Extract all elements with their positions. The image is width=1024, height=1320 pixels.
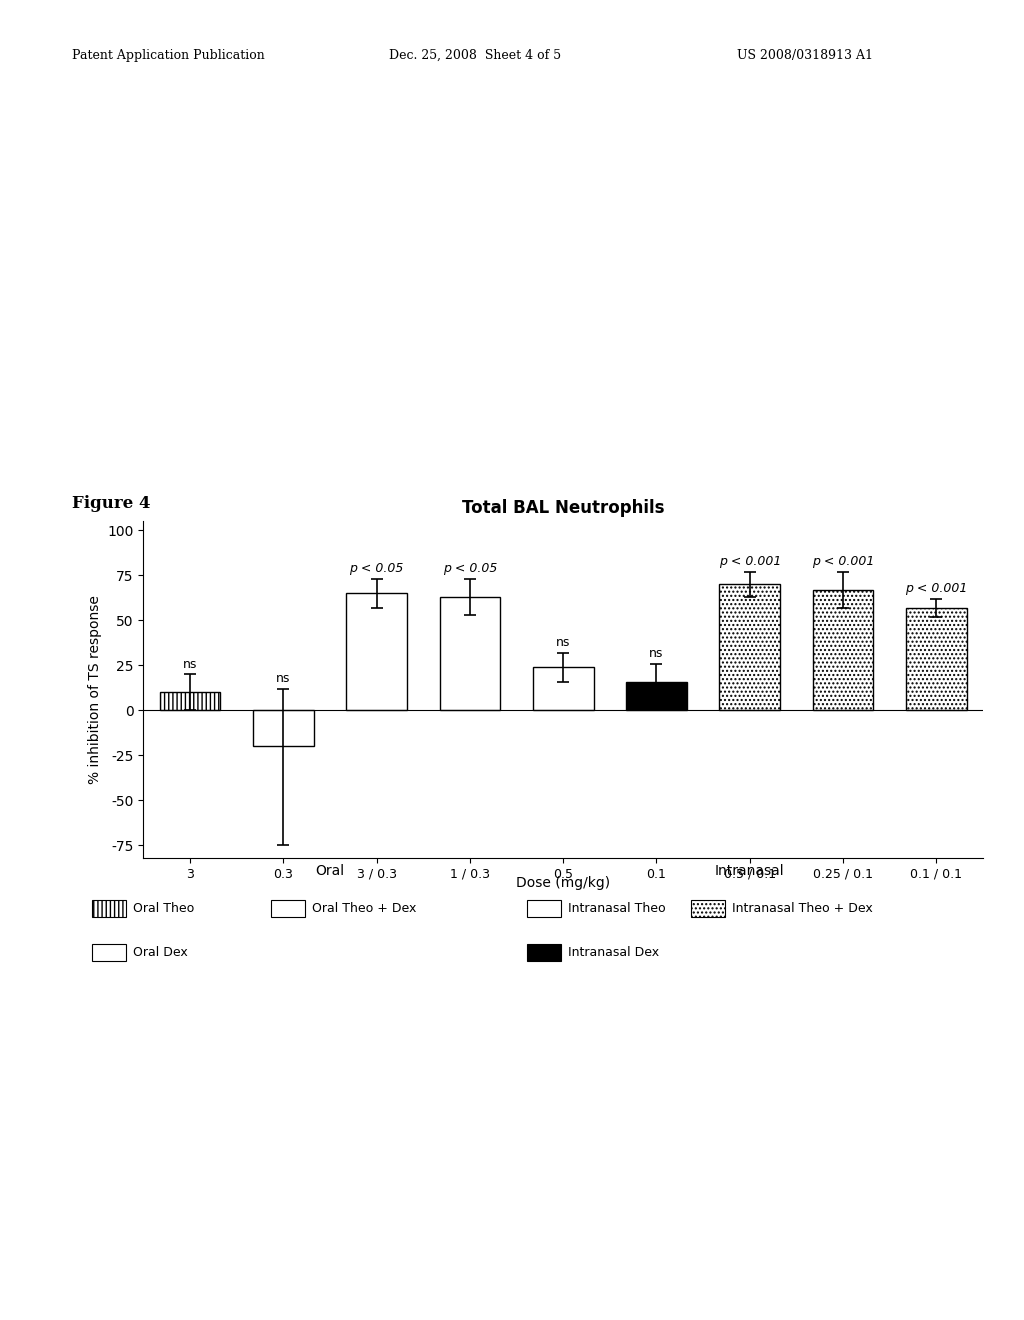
- Text: p < 0.001: p < 0.001: [719, 556, 781, 568]
- Title: Total BAL Neutrophils: Total BAL Neutrophils: [462, 499, 665, 517]
- Text: Dec. 25, 2008  Sheet 4 of 5: Dec. 25, 2008 Sheet 4 of 5: [389, 49, 561, 62]
- Text: p < 0.001: p < 0.001: [812, 556, 874, 568]
- Y-axis label: % inhibition of TS response: % inhibition of TS response: [88, 595, 101, 784]
- Text: Oral Dex: Oral Dex: [133, 946, 187, 958]
- Bar: [906, 607, 967, 710]
- Bar: [160, 693, 220, 710]
- Bar: [439, 597, 500, 710]
- Text: Intranasal: Intranasal: [715, 865, 784, 878]
- Text: p < 0.05: p < 0.05: [442, 562, 497, 576]
- Bar: [253, 710, 313, 746]
- Bar: [813, 590, 873, 710]
- Text: Figure 4: Figure 4: [72, 495, 151, 512]
- Text: ns: ns: [556, 636, 570, 649]
- Text: Patent Application Publication: Patent Application Publication: [72, 49, 264, 62]
- Text: Oral Theo: Oral Theo: [133, 903, 195, 915]
- Text: ns: ns: [276, 672, 291, 685]
- Text: p < 0.05: p < 0.05: [349, 562, 403, 576]
- Bar: [720, 585, 780, 710]
- Text: Intranasal Theo + Dex: Intranasal Theo + Dex: [732, 903, 872, 915]
- Text: ns: ns: [183, 657, 198, 671]
- Bar: [626, 681, 687, 710]
- Text: Dose (mg/kg): Dose (mg/kg): [516, 876, 610, 890]
- Text: Intranasal Dex: Intranasal Dex: [568, 946, 659, 958]
- Text: Oral: Oral: [315, 865, 344, 878]
- Bar: [532, 667, 594, 710]
- Text: Intranasal Theo: Intranasal Theo: [568, 903, 666, 915]
- Bar: [346, 594, 407, 710]
- Text: ns: ns: [649, 647, 664, 660]
- Text: US 2008/0318913 A1: US 2008/0318913 A1: [737, 49, 873, 62]
- Text: p < 0.001: p < 0.001: [905, 582, 968, 595]
- Text: Oral Theo + Dex: Oral Theo + Dex: [312, 903, 417, 915]
